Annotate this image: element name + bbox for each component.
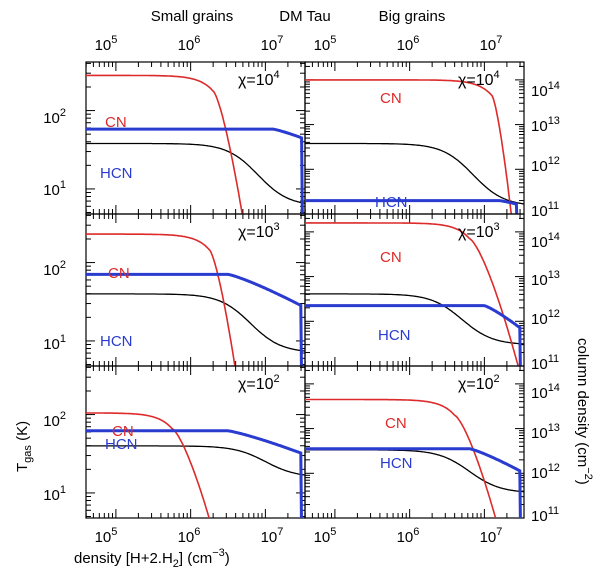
right-y-tick-label: 1013 xyxy=(531,115,560,135)
column-title-big-grains: Big grains xyxy=(379,8,446,25)
hcn-curve xyxy=(305,199,519,214)
hcn-curve xyxy=(305,447,522,518)
right-y-tick-label: 1011 xyxy=(531,505,559,525)
right-y-tick-label: 1014 xyxy=(531,80,560,100)
panel-1-0: CN HCN χ=103 xyxy=(85,213,306,367)
panel-0-0: CN HCN χ=104 xyxy=(85,61,306,215)
left-y-axis-title: Tgas (K) xyxy=(14,421,34,472)
hcn-curve xyxy=(305,304,522,366)
tgas-curve xyxy=(86,142,305,204)
cn-curve xyxy=(305,79,513,214)
bottom-x-tick-labels: 105 106 107 105 106 107 xyxy=(95,526,503,546)
bottom-x-tick-label: 107 xyxy=(261,526,284,546)
top-x-tick-label: 106 xyxy=(397,34,420,54)
cn-curve xyxy=(86,233,236,366)
top-x-tick-label: 106 xyxy=(178,34,201,54)
bottom-x-tick-label: 106 xyxy=(397,526,420,546)
right-y-tick-label: 1014 xyxy=(531,382,560,402)
top-x-tick-labels: 105 106 107 105 106 107 xyxy=(95,34,503,54)
x-axis-title: density [H+2.H2] (cm−3) xyxy=(74,547,230,570)
panel-1-1: CN HCN χ=103 xyxy=(304,213,525,367)
top-x-tick-label: 107 xyxy=(261,34,284,54)
chart-title: DM Tau xyxy=(279,8,330,25)
chi-label: χ=104 xyxy=(458,69,500,89)
left-y-tick-label: 102 xyxy=(43,259,66,279)
hcn-curve xyxy=(86,127,304,214)
hcn-curve xyxy=(86,272,303,366)
panel-2-1: CN HCN χ=102 xyxy=(304,365,525,519)
column-title-small-grains: Small grains xyxy=(151,8,234,25)
bottom-x-tick-label: 107 xyxy=(480,526,503,546)
chi-label: χ=102 xyxy=(238,373,280,393)
hcn-label: HCN xyxy=(100,333,133,350)
tgas-curve xyxy=(305,142,524,205)
chi-label: χ=103 xyxy=(458,221,500,241)
right-y-axis-title: column density (cm−2) xyxy=(574,338,594,485)
panel-curves xyxy=(305,79,524,214)
cn-label: CN xyxy=(385,415,407,432)
bottom-x-tick-label: 105 xyxy=(314,526,337,546)
left-y-tick-label: 102 xyxy=(43,410,66,430)
top-x-tick-label: 105 xyxy=(95,34,118,54)
cn-curve xyxy=(86,74,244,214)
cn-label: CN xyxy=(112,423,134,440)
tgas-curve xyxy=(305,293,524,345)
panels: CNHCNχ=104CNHCNχ=104CNHCNχ=103CNHCNχ=103… xyxy=(85,61,525,519)
bottom-x-tick-label: 105 xyxy=(95,526,118,546)
chi-label: χ=104 xyxy=(238,69,280,89)
tgas-curve xyxy=(86,293,305,352)
bottom-x-tick-label: 106 xyxy=(178,526,201,546)
right-y-tick-label: 1012 xyxy=(531,155,560,175)
tgas-curve xyxy=(86,445,305,476)
cn-curve xyxy=(305,398,497,518)
right-y-tick-label: 1013 xyxy=(531,422,560,442)
hcn-label: HCN xyxy=(378,327,411,344)
top-x-tick-label: 107 xyxy=(480,34,503,54)
right-y-tick-label: 1012 xyxy=(531,308,560,328)
hcn-label: HCN xyxy=(380,455,413,472)
panel-curves xyxy=(86,412,305,518)
right-y-tick-label: 1011 xyxy=(531,200,559,220)
right-y-tick-label: 1011 xyxy=(531,353,559,373)
hcn-label: HCN xyxy=(375,194,408,211)
hcn-label: HCN xyxy=(105,436,138,453)
panel-curves xyxy=(305,398,524,518)
right-y-tick-labels: 1014 1013 1012 1011 1014 1013 1012 1011 … xyxy=(531,80,560,525)
top-x-tick-label: 105 xyxy=(314,34,337,54)
chi-label: χ=102 xyxy=(458,373,500,393)
right-y-tick-label: 1012 xyxy=(531,462,560,482)
chi-label: χ=103 xyxy=(238,221,280,241)
hcn-curve xyxy=(86,429,303,518)
panel-curves xyxy=(86,233,305,366)
left-y-tick-label: 102 xyxy=(43,107,66,127)
left-y-tick-label: 101 xyxy=(43,333,66,353)
cn-label: CN xyxy=(380,249,402,266)
panel-curves xyxy=(305,222,524,366)
panel-0-1: CN HCN χ=104 xyxy=(304,61,525,215)
left-y-tick-label: 101 xyxy=(43,179,66,199)
cn-curve xyxy=(86,412,211,518)
right-y-tick-label: 1014 xyxy=(531,231,560,251)
left-y-tick-label: 101 xyxy=(43,484,66,504)
cn-curve xyxy=(305,222,519,366)
right-y-tick-label: 1013 xyxy=(531,269,560,289)
cn-label: CN xyxy=(108,265,130,282)
cn-label: CN xyxy=(105,114,127,131)
panel-curves xyxy=(86,74,305,214)
left-y-tick-labels: 102 101 102 101 102 101 xyxy=(43,107,66,504)
hcn-label: HCN xyxy=(100,165,133,182)
cn-label: CN xyxy=(380,90,402,107)
